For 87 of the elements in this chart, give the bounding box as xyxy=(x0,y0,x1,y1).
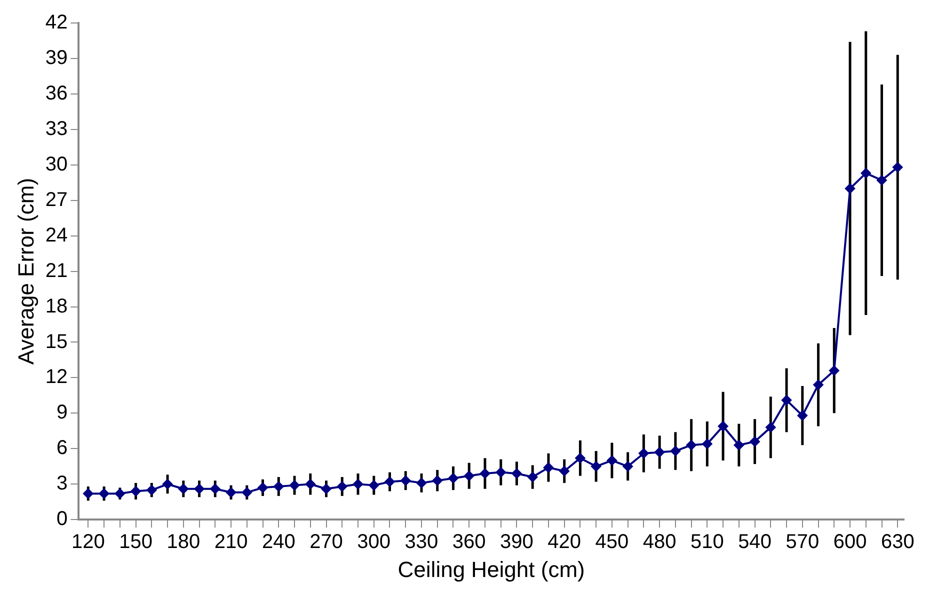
x-axis-title: Ceiling Height (cm) xyxy=(398,556,585,582)
point xyxy=(194,484,204,494)
point xyxy=(702,438,712,449)
point xyxy=(670,446,680,456)
point xyxy=(480,468,490,478)
point xyxy=(274,481,284,492)
point xyxy=(337,481,348,492)
y-tick-label: 21 xyxy=(45,260,68,282)
point xyxy=(99,488,110,499)
x-tick-label: 210 xyxy=(214,531,248,554)
point xyxy=(766,422,776,432)
y-tick-label: 30 xyxy=(45,153,68,176)
y-tick-label: 27 xyxy=(45,188,68,211)
point xyxy=(242,487,252,498)
x-tick-label: 540 xyxy=(738,531,772,554)
y-tick-label: 36 xyxy=(45,82,68,104)
point xyxy=(559,466,570,476)
x-tick-label: 270 xyxy=(310,531,343,554)
point xyxy=(734,440,744,450)
x-tick-label: 330 xyxy=(404,531,438,554)
point xyxy=(432,476,442,486)
point xyxy=(797,410,808,421)
x-tick-label: 150 xyxy=(119,531,152,554)
point xyxy=(813,380,824,390)
point xyxy=(876,175,887,186)
x-tick-label: 510 xyxy=(690,531,724,554)
y-tick-label: 6 xyxy=(56,437,68,460)
x-tick-label: 360 xyxy=(452,531,486,554)
point xyxy=(130,486,141,496)
point xyxy=(654,447,665,458)
x-tick-label: 450 xyxy=(595,531,629,554)
x-tick-label: 480 xyxy=(642,531,676,554)
x-tick-label: 420 xyxy=(548,531,582,554)
point xyxy=(258,482,268,493)
point xyxy=(622,461,633,472)
y-tick-label: 33 xyxy=(45,118,68,140)
point xyxy=(226,487,236,498)
y-axis-title: Average Error (cm) xyxy=(13,178,38,365)
x-tick-label: 600 xyxy=(833,531,867,554)
point xyxy=(718,421,728,432)
point xyxy=(606,455,617,466)
point xyxy=(352,479,363,490)
y-tick-label: 0 xyxy=(56,508,68,530)
point xyxy=(368,480,379,490)
x-tick-label: 180 xyxy=(166,531,200,554)
y-tick-label: 39 xyxy=(45,46,68,69)
point xyxy=(686,440,696,450)
y-tick-label: 24 xyxy=(45,224,68,246)
point xyxy=(321,484,332,494)
x-tick-label: 300 xyxy=(357,531,391,554)
point xyxy=(496,467,506,478)
point xyxy=(400,476,411,486)
point xyxy=(210,484,220,494)
point xyxy=(384,476,395,487)
point xyxy=(512,468,522,478)
point xyxy=(829,366,840,376)
point xyxy=(178,484,188,494)
point xyxy=(782,395,792,406)
point xyxy=(543,462,554,473)
point xyxy=(528,472,538,482)
point xyxy=(448,473,458,484)
point xyxy=(305,479,316,490)
point xyxy=(845,184,856,194)
point xyxy=(464,470,474,481)
point xyxy=(114,488,125,499)
y-tick-label: 3 xyxy=(56,472,68,495)
point xyxy=(575,453,586,464)
y-tick-label: 42 xyxy=(45,12,68,34)
point xyxy=(860,168,871,178)
x-tick-label: 390 xyxy=(500,531,534,554)
x-tick-label: 240 xyxy=(262,531,296,554)
point xyxy=(162,479,173,490)
y-tick-label: 9 xyxy=(56,402,68,424)
x-tick-label: 120 xyxy=(71,531,105,554)
x-tick-label: 570 xyxy=(786,531,820,554)
point xyxy=(638,448,649,458)
point xyxy=(750,436,760,447)
y-tick-label: 18 xyxy=(45,295,68,318)
point xyxy=(591,461,602,472)
point xyxy=(290,480,300,490)
y-tick-label: 15 xyxy=(45,330,68,353)
point xyxy=(892,162,903,172)
point xyxy=(416,478,426,488)
y-tick-label: 12 xyxy=(45,366,68,388)
x-tick-label: 630 xyxy=(880,531,914,554)
point xyxy=(146,485,157,496)
point xyxy=(83,488,94,499)
